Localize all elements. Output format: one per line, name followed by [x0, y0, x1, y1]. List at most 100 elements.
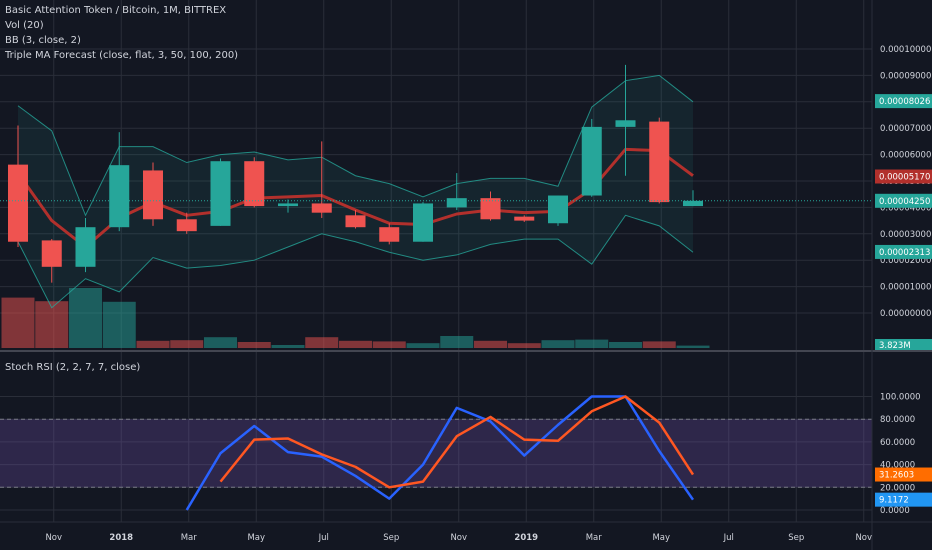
price-tag-label: 0.00004250 — [879, 197, 930, 207]
rsi-tag-label: 9.1172 — [879, 496, 909, 506]
candle-body — [649, 121, 670, 203]
stoch-rsi-lines — [185, 395, 695, 511]
volume-bar — [35, 301, 69, 348]
volume-bar — [204, 337, 237, 348]
bollinger-bands — [17, 74, 694, 309]
bollinger-lower — [17, 214, 694, 309]
candle-body — [548, 195, 568, 224]
candle-body — [413, 203, 433, 242]
price-tick-label: 0.00006000 — [880, 151, 931, 161]
time-tick-label: 2019 — [514, 533, 538, 543]
rsi-tag: 9.1172 — [875, 492, 932, 507]
time-tick-label: May — [247, 533, 265, 543]
time-tick-label: Jul — [318, 533, 329, 543]
bollinger-fill — [18, 75, 693, 308]
price-tag-bg — [875, 244, 932, 259]
candle-body — [345, 215, 366, 228]
legend-symbol[interactable]: Basic Attention Token / Bitcoin, 1M, BIT… — [5, 5, 227, 16]
legend-stoch-rsi[interactable]: Stoch RSI (2, 2, 7, 7, close) — [5, 362, 141, 373]
rsi-tick-label: 80.0000 — [880, 415, 915, 425]
candle-body — [176, 219, 197, 232]
volume-bar — [237, 342, 271, 348]
candle-body — [109, 165, 130, 228]
rsi-tick-label: 20.0000 — [880, 483, 915, 493]
volume-bar — [170, 340, 204, 348]
candle-body — [446, 198, 467, 208]
candle-body — [379, 227, 400, 242]
candle-body — [514, 216, 535, 221]
price-tick-label: 0.00009000 — [880, 71, 931, 81]
volume-bar — [1, 297, 35, 348]
candle-body — [278, 203, 298, 207]
volume-bar — [507, 343, 541, 348]
candle-body — [41, 240, 62, 267]
rsi-tick-label: 60.0000 — [880, 438, 915, 448]
legend-moving-average[interactable]: Triple MA Forecast (close, flat, 3, 50, … — [5, 50, 239, 61]
rsi-tag-label: 31.2603 — [879, 471, 914, 481]
time-axis[interactable]: Nov 2018 Mar May Jul Sep Nov 2019 Mar May Jul Sep No… — [45, 533, 872, 543]
price-tag: 0.00008026 — [875, 94, 932, 109]
volume-bar — [676, 345, 710, 348]
volume-bar — [372, 341, 406, 348]
rsi-tick-label: 40.0000 — [880, 461, 915, 471]
volume-bar — [136, 340, 170, 348]
rsi-tag-bg — [875, 492, 932, 507]
price-tick-label: 0.00003000 — [880, 230, 931, 240]
time-tick-label: Mar — [586, 533, 603, 543]
time-tick-label: 2018 — [109, 533, 133, 543]
price-tag: 0.00002313 — [875, 244, 932, 259]
stoch-rsi-d-line — [219, 395, 695, 489]
candle-body — [615, 120, 636, 127]
price-tag: 0.00005170 — [875, 169, 932, 184]
price-tag-label: 0.00008026 — [879, 97, 930, 107]
candle-body — [480, 198, 501, 220]
rsi-tag-bg — [875, 467, 932, 482]
rsi-tick-label: 0.0000 — [880, 506, 910, 516]
time-tick-label: Sep — [788, 533, 804, 543]
price-tick-label: 0.00000000 — [880, 309, 931, 319]
candle-body — [311, 203, 332, 213]
volume-tag: 3.823M — [875, 339, 932, 351]
time-tick-label: May — [652, 533, 670, 543]
volume-bar — [541, 340, 575, 348]
volume-bar — [102, 301, 136, 348]
price-tick-label: 0.00002000 — [880, 256, 931, 266]
stoch-rsi-band — [0, 418, 872, 488]
bollinger-band-fill — [18, 75, 693, 308]
volume-bar — [440, 336, 474, 348]
candle-body — [581, 126, 602, 196]
rsi-band-fill — [0, 419, 872, 488]
candle-body — [75, 227, 96, 267]
legend-bollinger[interactable]: BB (3, close, 2) — [5, 35, 81, 46]
price-tags: 0.00008026 0.00005170 0.00004250 0.00002313… — [875, 94, 932, 507]
bollinger-upper — [17, 74, 694, 217]
price-tag-label: 0.00005170 — [879, 173, 930, 183]
stoch-rsi-axis[interactable]: 0.0000 20.0000 40.0000 60.0000 80.0000 100.00… — [880, 393, 921, 517]
time-tick-label: Sep — [383, 533, 399, 543]
volume-bar — [305, 337, 339, 348]
volume-bars — [1, 288, 710, 348]
time-tick-label: Jul — [723, 533, 734, 543]
volume-bar — [69, 288, 102, 348]
legend-volume[interactable]: Vol (20) — [5, 20, 44, 31]
price-tag-label: 0.00002313 — [879, 248, 930, 258]
volume-bar — [609, 342, 642, 348]
price-tag-bg — [875, 169, 932, 184]
time-tick-label: Nov — [450, 533, 467, 543]
price-tick-label: 0.00001000 — [880, 283, 931, 293]
rsi-tag: 31.2603 — [875, 467, 932, 482]
volume-bar — [406, 343, 440, 348]
volume-bar — [642, 341, 676, 348]
candle-body — [244, 161, 265, 207]
candle-body — [8, 164, 28, 242]
rsi-tick-label: 100.0000 — [880, 393, 921, 403]
candle-body — [143, 170, 163, 220]
candle-body — [683, 200, 703, 207]
volume-bar — [575, 339, 609, 348]
time-tick-label: Mar — [181, 533, 198, 543]
candles — [0, 64, 872, 283]
time-tick-label: Nov — [45, 533, 62, 543]
price-tick-label: 0.00004000 — [880, 203, 931, 213]
